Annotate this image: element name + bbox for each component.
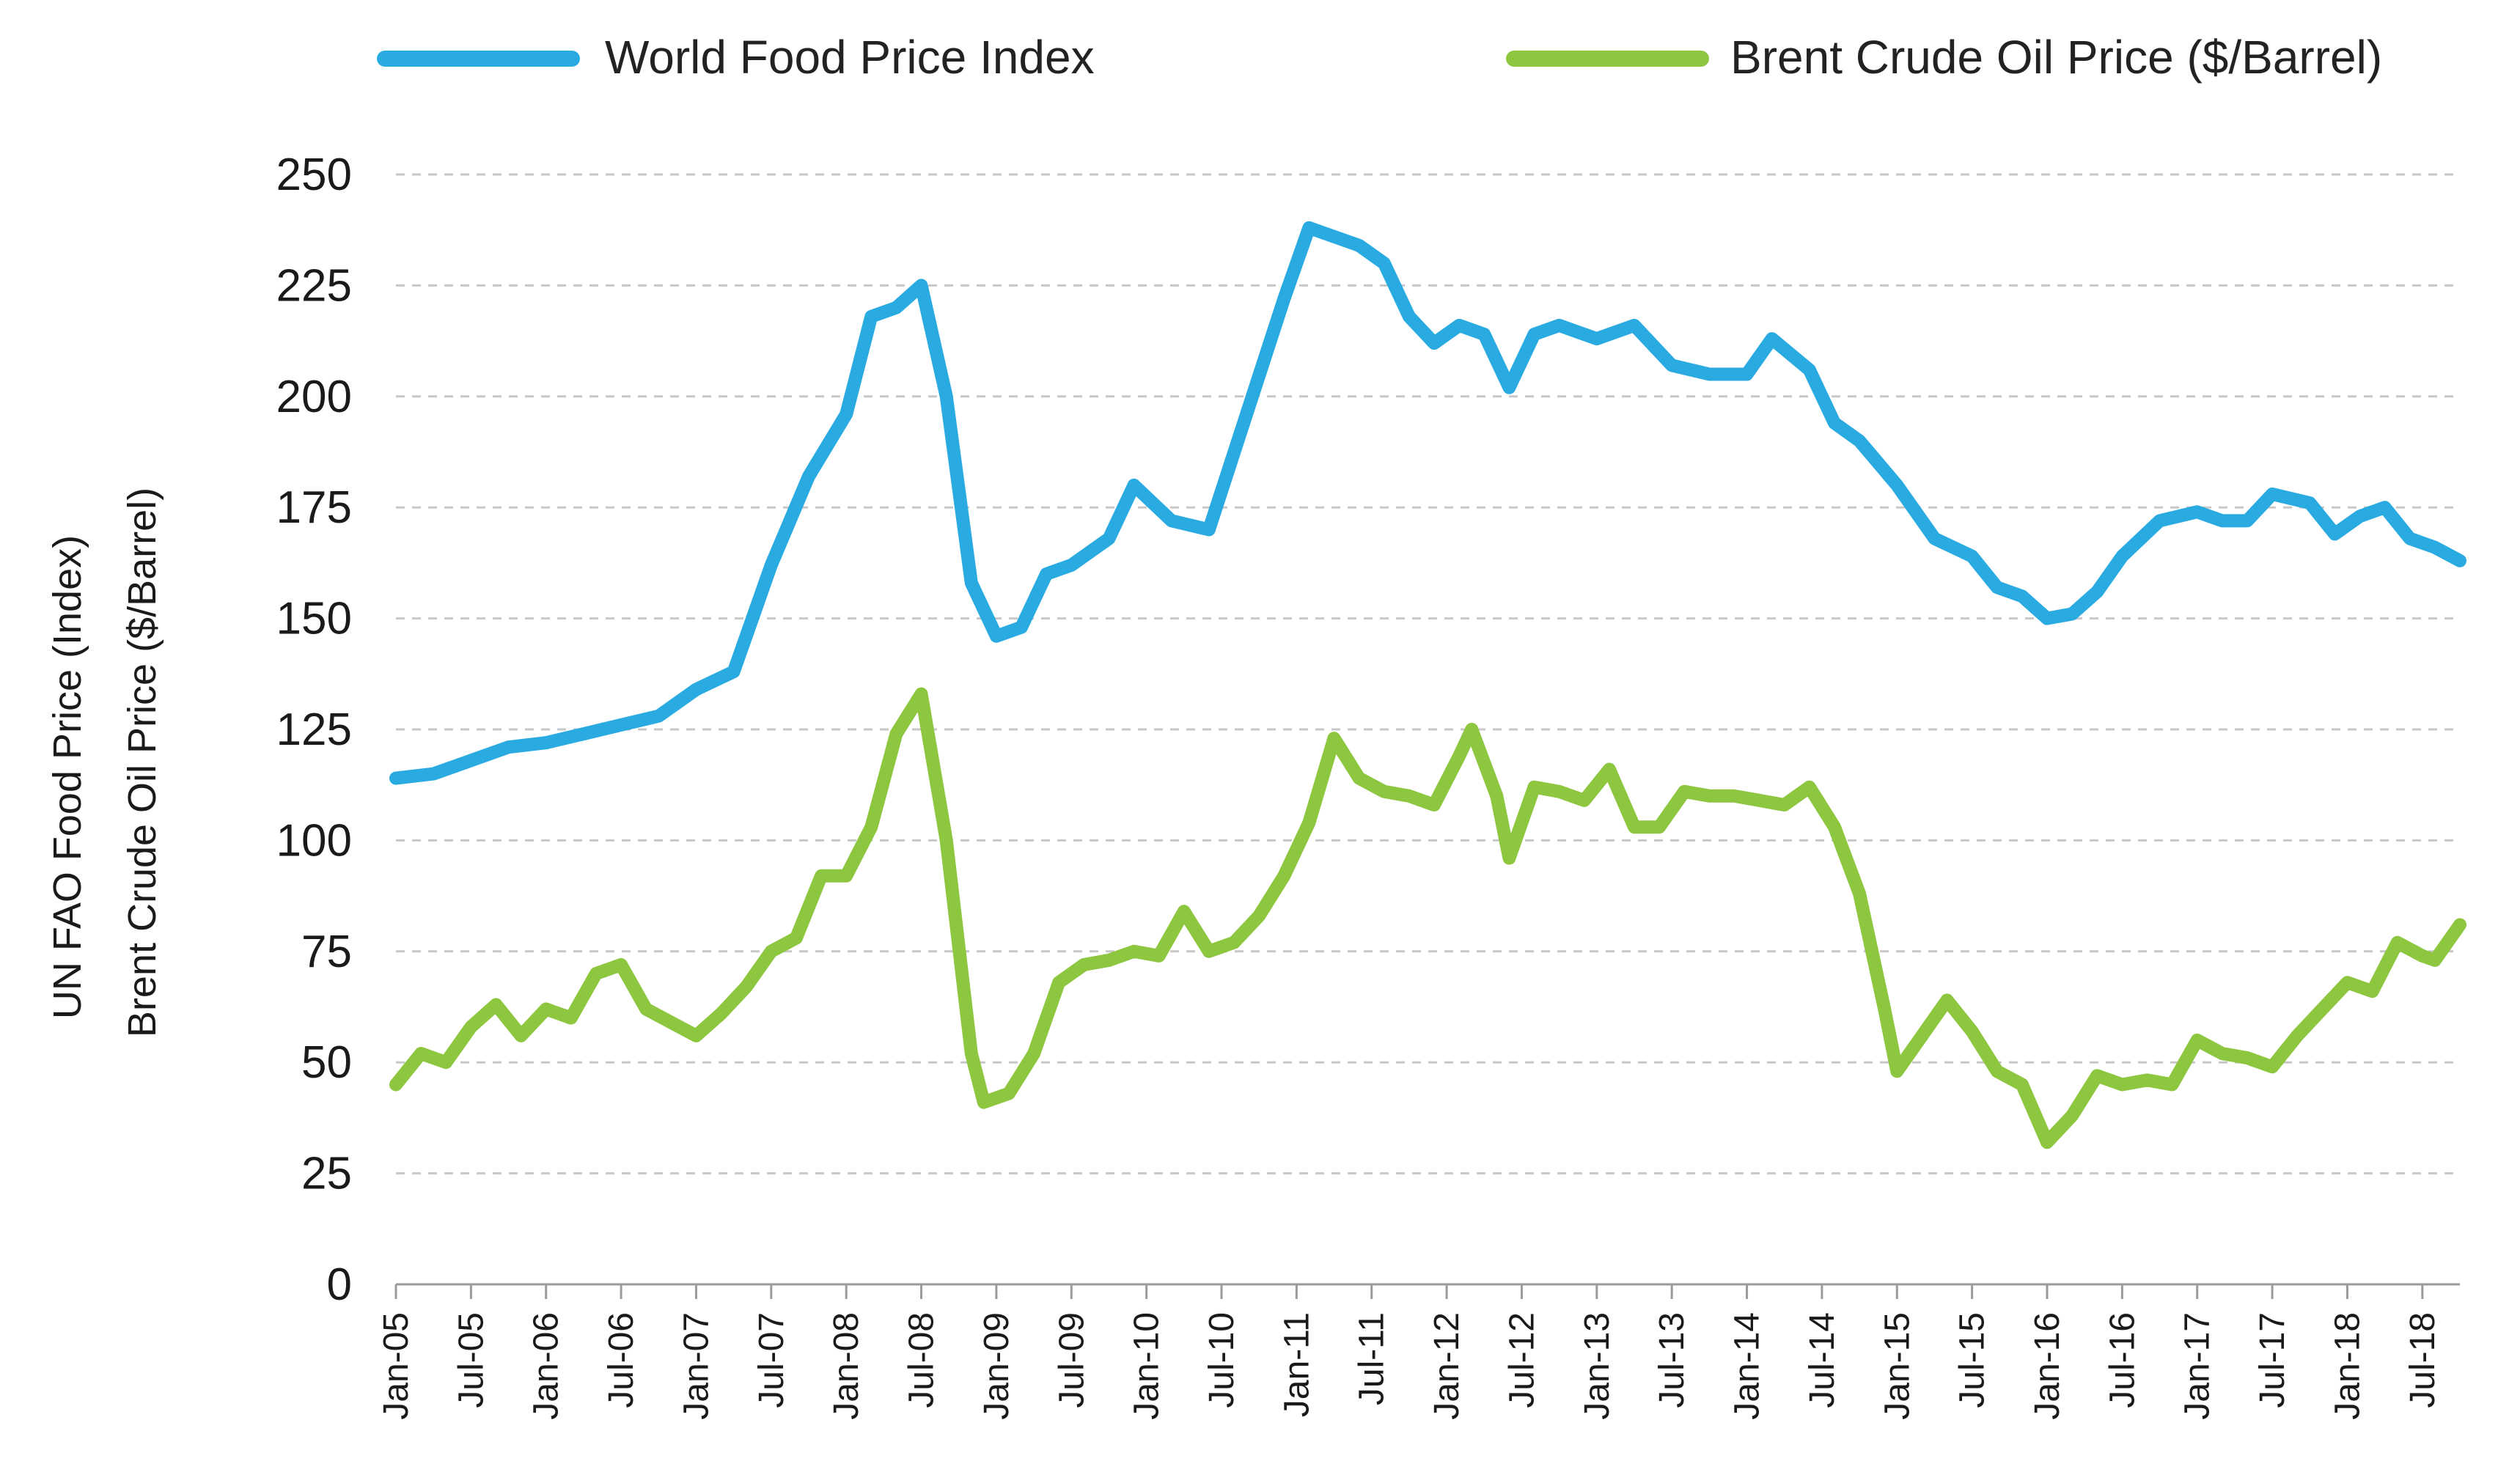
y-tick-label: 50 — [301, 1037, 352, 1088]
y-tick-label: 25 — [301, 1149, 352, 1199]
x-tick-label: Jan-09 — [977, 1312, 1016, 1420]
y-axis: 0 25 50 75 100 125 150 175 200 225 250 — [276, 150, 352, 1310]
x-tick-label: Jul-10 — [1202, 1312, 1241, 1408]
x-tick-label: Jul-07 — [752, 1312, 791, 1408]
y-axis-title: UN FAO Food Price (Index) Brent Crude Oi… — [45, 487, 164, 1037]
legend-item-food[interactable]: World Food Price Index — [377, 31, 1095, 84]
legend-label-food: World Food Price Index — [605, 31, 1095, 84]
x-tick-label: Jul-18 — [2403, 1312, 2442, 1408]
y-tick-label: 100 — [276, 815, 352, 866]
x-tick-label: Jan-05 — [377, 1312, 416, 1420]
y-tick-label: 250 — [276, 150, 352, 200]
x-tick-label: Jul-09 — [1052, 1312, 1091, 1408]
x-tick-label: Jul-14 — [1803, 1312, 1842, 1408]
x-tick-label: Jan-16 — [2028, 1312, 2067, 1420]
x-tick-label: Jan-07 — [677, 1312, 716, 1420]
x-tick-label: Jan-10 — [1128, 1312, 1167, 1420]
x-tick-label: Jul-12 — [1502, 1312, 1541, 1408]
x-tick-label: Jan-06 — [527, 1312, 566, 1420]
y-axis-title-line-2: Brent Crude Oil Price ($/Barrel) — [120, 487, 164, 1037]
y-tick-label: 175 — [276, 482, 352, 533]
x-tick-label: Jul-15 — [1953, 1312, 1992, 1408]
x-tick-label: Jan-14 — [1728, 1312, 1767, 1420]
x-tick-label: Jan-18 — [2328, 1312, 2367, 1420]
legend: World Food Price Index Brent Crude Oil P… — [377, 31, 2382, 84]
x-tick-label: Jan-13 — [1578, 1312, 1617, 1420]
x-tick-label: Jul-16 — [2103, 1312, 2142, 1408]
x-tick-label: Jan-17 — [2178, 1312, 2217, 1420]
x-tick-label: Jul-08 — [903, 1312, 941, 1408]
y-tick-label: 200 — [276, 372, 352, 422]
y-tick-label: 125 — [276, 704, 352, 755]
x-axis: Jan-05 Jul-05 Jan-06 Jul-06 Jan-07 Jul-07 Jan-… — [377, 1283, 2460, 1420]
x-tick-label: Jul-11 — [1353, 1312, 1392, 1405]
x-tick-label: Jul-17 — [2253, 1312, 2292, 1408]
gridlines — [396, 173, 2460, 1175]
legend-label-oil: Brent Crude Oil Price ($/Barrel) — [1730, 31, 2382, 84]
series-line-food-price-index — [389, 221, 2466, 785]
x-tick-label: Jul-05 — [452, 1312, 491, 1408]
y-tick-label: 75 — [301, 927, 352, 977]
x-tick-label: Jan-11 — [1277, 1312, 1316, 1417]
legend-item-oil[interactable]: Brent Crude Oil Price ($/Barrel) — [1506, 31, 2382, 84]
y-tick-label: 225 — [276, 260, 352, 311]
x-tick-label: Jan-12 — [1428, 1312, 1466, 1420]
series-lines — [389, 221, 2466, 1149]
y-tick-label: 0 — [327, 1259, 352, 1310]
y-tick-label: 150 — [276, 594, 352, 644]
x-tick-label: Jan-15 — [1878, 1312, 1917, 1420]
series-line-brent-crude-oil — [389, 687, 2466, 1149]
y-axis-title-line-1: UN FAO Food Price (Index) — [45, 535, 89, 1019]
x-tick-label: Jan-08 — [827, 1312, 866, 1420]
x-tick-label: Jul-06 — [602, 1312, 641, 1408]
x-tick-label: Jul-13 — [1653, 1312, 1691, 1408]
